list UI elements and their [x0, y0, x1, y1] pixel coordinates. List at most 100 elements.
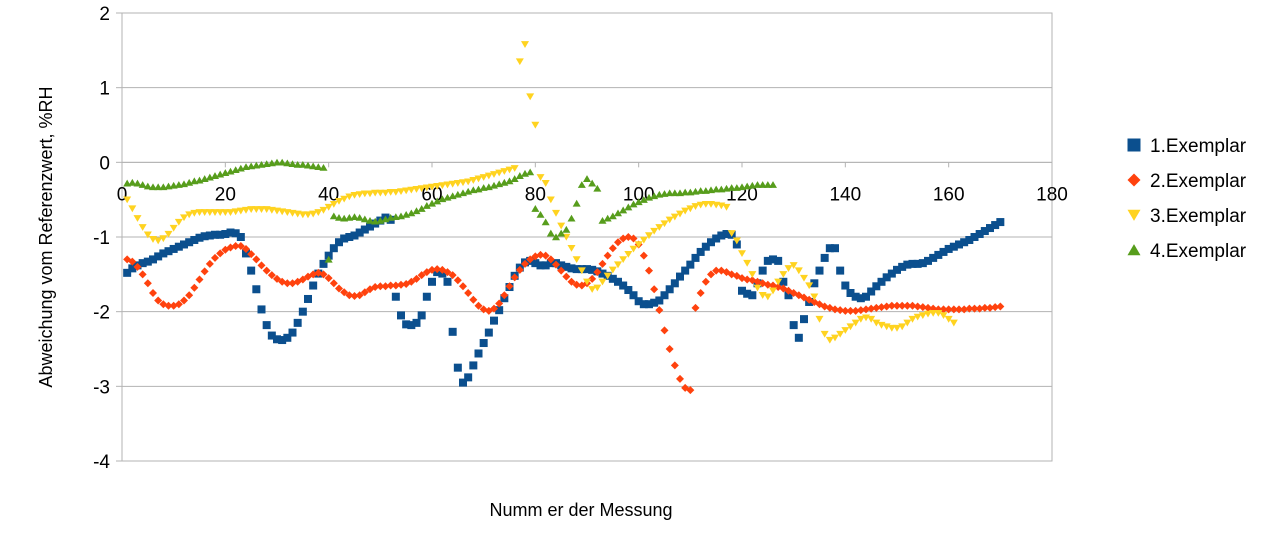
data-point	[138, 224, 147, 231]
data-point	[624, 250, 633, 258]
data-point	[231, 208, 240, 216]
data-point	[815, 315, 824, 323]
data-point	[629, 200, 638, 208]
data-point	[360, 225, 369, 234]
data-point	[567, 264, 576, 273]
data-point	[247, 250, 256, 259]
data-point	[236, 241, 245, 250]
data-point	[696, 187, 705, 194]
data-point	[975, 304, 984, 313]
data-point	[397, 280, 405, 289]
data-point	[340, 288, 349, 297]
data-point	[205, 259, 214, 268]
series-1	[123, 213, 1005, 387]
data-point	[567, 277, 576, 286]
data-point	[335, 197, 343, 205]
data-point	[588, 286, 597, 293]
data-point	[526, 93, 535, 101]
data-point	[195, 275, 204, 284]
data-point	[521, 41, 529, 48]
data-point	[918, 303, 927, 312]
data-point	[686, 386, 695, 395]
data-point	[784, 291, 793, 300]
data-point	[211, 253, 219, 262]
data-point	[521, 259, 529, 268]
data-point	[298, 307, 307, 316]
data-point	[469, 177, 478, 184]
data-point	[758, 181, 767, 188]
data-point	[428, 277, 436, 286]
data-point	[397, 188, 405, 196]
data-point	[490, 304, 498, 313]
data-point	[366, 190, 374, 198]
data-point	[572, 256, 581, 263]
y-tick-labels: 2 1 0 -1 -2 -3 -4	[93, 4, 110, 473]
data-point	[386, 281, 395, 290]
data-point	[479, 339, 488, 348]
data-point	[236, 233, 245, 241]
data-point	[128, 178, 137, 186]
data-point	[252, 255, 261, 264]
data-point	[495, 169, 504, 177]
data-point	[820, 253, 829, 262]
data-point	[701, 200, 710, 208]
data-point	[505, 282, 514, 291]
data-point	[665, 285, 674, 294]
data-point	[831, 334, 839, 342]
data-point	[495, 299, 504, 308]
data-point	[743, 289, 752, 298]
data-point	[123, 255, 132, 264]
data-point	[329, 279, 338, 288]
data-point	[123, 268, 132, 277]
data-point	[634, 198, 643, 206]
x-tick-label: 160	[933, 184, 965, 205]
data-point	[422, 292, 431, 301]
data-point	[546, 229, 555, 237]
data-point	[340, 195, 349, 203]
data-point	[309, 281, 318, 290]
data-point	[588, 179, 597, 187]
data-point	[448, 327, 457, 336]
data-point	[655, 224, 664, 231]
data-point	[779, 277, 788, 286]
data-point	[407, 209, 416, 217]
data-point	[304, 294, 312, 303]
data-point	[552, 260, 560, 269]
data-point	[701, 242, 710, 251]
data-point	[345, 193, 354, 201]
data-point	[624, 203, 633, 211]
data-point	[639, 251, 648, 260]
data-point	[273, 335, 281, 344]
data-point	[319, 270, 328, 279]
data-point	[996, 302, 1005, 311]
data-point	[541, 251, 550, 260]
data-point	[298, 160, 307, 168]
data-point	[205, 231, 214, 240]
legend-label: 1.Exemplar	[1150, 136, 1247, 157]
data-point	[898, 301, 907, 310]
data-point	[924, 303, 932, 312]
data-point	[138, 181, 147, 188]
data-point	[577, 181, 586, 188]
data-point	[567, 214, 576, 222]
data-point	[433, 197, 442, 205]
data-point	[727, 184, 736, 191]
data-point	[216, 249, 225, 258]
data-point	[211, 209, 219, 216]
data-point	[701, 277, 710, 286]
data-point	[200, 232, 209, 241]
data-point	[443, 181, 452, 189]
data-point	[185, 291, 194, 300]
data-point	[841, 327, 850, 334]
data-point	[872, 282, 881, 291]
data-point	[856, 294, 865, 303]
data-point	[887, 269, 896, 278]
data-point	[836, 330, 845, 338]
data-point	[180, 240, 188, 249]
data-point	[670, 189, 679, 197]
data-point	[800, 315, 808, 324]
data-point	[614, 261, 622, 269]
data-point	[619, 281, 628, 290]
legend-label: 4.Exemplar	[1150, 241, 1247, 262]
